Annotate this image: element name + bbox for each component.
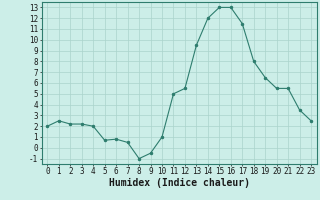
X-axis label: Humidex (Indice chaleur): Humidex (Indice chaleur) — [109, 178, 250, 188]
